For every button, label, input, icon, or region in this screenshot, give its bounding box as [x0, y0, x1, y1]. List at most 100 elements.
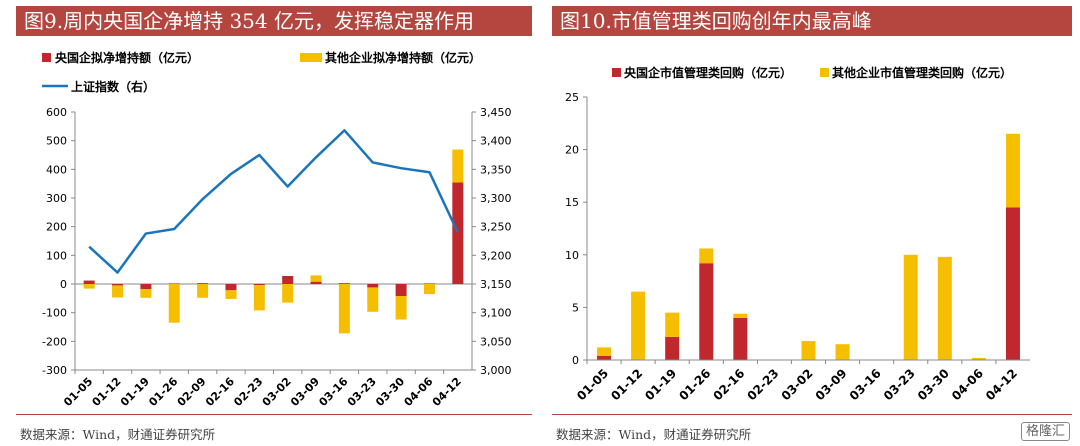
y2-tick-label: 3,450 [480, 106, 512, 119]
x-tick-label: 01-26 [146, 375, 180, 409]
bar-other-net [395, 296, 407, 320]
x-tick-label: 01-12 [608, 366, 645, 403]
y-tick-label: 0 [60, 278, 67, 291]
y2-tick-label: 3,150 [480, 278, 512, 291]
bar-other-buyback [631, 291, 646, 360]
bar-soe-net [253, 284, 265, 286]
y-tick-label: 500 [46, 135, 67, 148]
y2-tick-label: 3,000 [480, 364, 512, 377]
y-tick-label: -300 [42, 364, 67, 377]
x-tick-label: 03-30 [373, 375, 407, 409]
bar-soe-net [452, 182, 464, 284]
x-tick-label: 03-23 [881, 366, 918, 403]
bar-soe-net [282, 275, 294, 284]
x-tick-label: 04-12 [430, 375, 464, 409]
bar-other-net [338, 284, 350, 334]
x-tick-label: 03-02 [779, 366, 816, 403]
legend-label-other-buyback: 其他企业市值管理类回购（亿元） [832, 65, 1012, 80]
y-tick-label: 5 [572, 301, 579, 314]
bar-other-net [225, 290, 237, 299]
x-tick-label: 01-26 [676, 366, 713, 403]
y-tick-label: 10 [565, 249, 579, 262]
x-tick-label: 03-09 [813, 366, 850, 403]
bar-soe-net [168, 283, 180, 284]
bar-other-net [423, 284, 435, 295]
x-tick-label: 03-16 [847, 366, 884, 403]
bar-soe-net [225, 284, 237, 291]
bar-other-net [367, 287, 379, 312]
y2-tick-label: 3,400 [480, 135, 512, 148]
y-tick-label: 400 [46, 163, 67, 176]
right-chart-title: 图10.市值管理类回购创年内最高峰 [552, 6, 1072, 36]
x-tick-label: 01-19 [118, 375, 152, 409]
x-tick-label: 04-12 [983, 366, 1020, 403]
x-tick-label: 03-23 [345, 375, 379, 409]
x-tick-label: 01-19 [642, 366, 679, 403]
bar-other-buyback [597, 347, 612, 356]
left-source-divider [16, 414, 532, 415]
bar-soe-net [338, 283, 350, 284]
bar-other-net [197, 284, 209, 298]
x-tick-label: 02-23 [744, 366, 781, 403]
right-source-note: 数据来源：Wind，财通证券研究所 [556, 427, 752, 442]
y2-tick-label: 3,300 [480, 192, 512, 205]
x-tick-label: 04-06 [402, 375, 436, 409]
bar-soe-net [395, 284, 407, 297]
bar-other-buyback [835, 344, 850, 360]
x-tick-label: 03-02 [260, 375, 294, 409]
y2-tick-label: 3,050 [480, 335, 512, 348]
y-tick-label: 0 [572, 354, 579, 367]
y2-tick-label: 3,100 [480, 307, 512, 320]
x-tick-label: 01-05 [574, 366, 611, 403]
x-tick-label: 02-16 [203, 375, 237, 409]
bar-soe-net [140, 284, 152, 290]
y-tick-label: -200 [42, 335, 67, 348]
y-tick-label: -100 [42, 307, 67, 320]
y2-tick-label: 3,200 [480, 249, 512, 262]
bar-soe-buyback [597, 355, 612, 360]
bar-soe-buyback [1005, 207, 1020, 360]
legend-swatch-soe-net [42, 53, 51, 62]
y-tick-label: 15 [565, 196, 579, 209]
bar-other-buyback [937, 256, 952, 360]
legend-swatch-other-buyback [820, 68, 829, 77]
x-tick-label: 03-30 [915, 366, 952, 403]
x-tick-label: 02-16 [710, 366, 747, 403]
x-tick-label: 02-23 [231, 375, 265, 409]
y-tick-label: 20 [565, 144, 579, 157]
bar-soe-net [423, 283, 435, 284]
bar-other-buyback [801, 341, 816, 360]
legend-label-soe-net: 央国企拟净增持额（亿元） [55, 50, 199, 65]
legend-swatch-soe-buyback [612, 68, 621, 77]
right-source-divider [552, 414, 1072, 415]
legend-label-other-net: 其他企业拟净增持额（亿元） [325, 50, 481, 65]
legend-label-index: 上证指数（右） [71, 79, 155, 94]
y-tick-label: 100 [46, 249, 67, 262]
bar-other-net [282, 284, 294, 303]
legend-label-soe-buyback: 央国企市值管理类回购（亿元） [624, 65, 792, 80]
legend-swatch-other-net [300, 53, 322, 62]
y-tick-label: 600 [46, 106, 67, 119]
x-tick-label: 03-09 [288, 375, 322, 409]
bar-other-buyback [699, 248, 714, 264]
bar-soe-net [197, 283, 209, 284]
bar-other-net [83, 284, 95, 289]
left-chart-title: 图9.周内央国企净增持 354 亿元，发挥稳定器作用 [16, 6, 532, 36]
bar-soe-buyback [699, 263, 714, 360]
bar-other-net [310, 275, 322, 282]
bar-other-buyback [665, 312, 680, 337]
bar-other-net [112, 285, 124, 298]
y-tick-label: 200 [46, 221, 67, 234]
bar-soe-net [83, 280, 95, 284]
x-tick-label: 03-16 [316, 375, 350, 409]
bar-soe-net [367, 284, 379, 288]
bar-other-net [452, 149, 464, 183]
bar-soe-net [310, 281, 322, 284]
x-tick-label: 01-12 [90, 375, 124, 409]
bar-other-net [140, 289, 152, 298]
bar-other-buyback [733, 313, 748, 318]
bar-other-buyback [903, 254, 918, 360]
bar-soe-buyback [733, 317, 748, 360]
bar-other-buyback [1005, 133, 1020, 208]
